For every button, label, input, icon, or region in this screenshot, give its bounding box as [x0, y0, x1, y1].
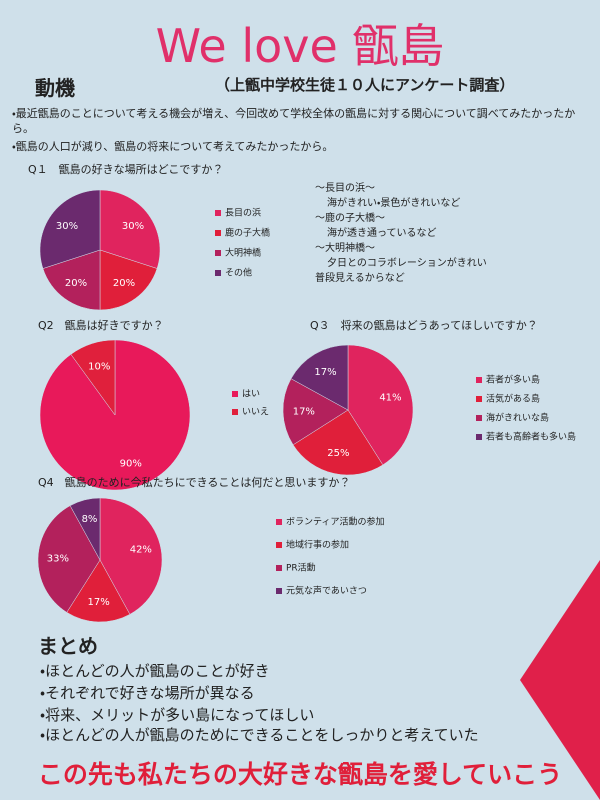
slice-label: 41% — [379, 393, 401, 404]
chart-note: 海がきれい・景色がきれいなど — [327, 196, 460, 209]
summary-bullet: ・ほとんどの人が甑島のことが好き — [40, 662, 270, 680]
motive-heading: 動機 — [35, 76, 75, 100]
legend-swatch — [276, 519, 282, 525]
pie-slice — [66, 559, 131, 623]
chart-note: 夕日とのコラボレーションがきれい — [327, 256, 487, 269]
pie-slice — [99, 189, 161, 269]
legend-label: 元気な声であいさつ — [286, 585, 367, 597]
slice-label: 17% — [293, 406, 315, 417]
legend-swatch — [215, 250, 221, 256]
slice-label: 10% — [88, 361, 110, 372]
chart-title: Q4 甑島のために今私たちにできることは何だと思いますか？ — [38, 475, 350, 489]
pie-slice — [42, 249, 101, 311]
pie-slice — [69, 497, 101, 561]
pie-slice — [282, 378, 349, 446]
summary-bullet: ・それぞれで好きな場所が異なる — [40, 684, 255, 702]
decor-triangle — [520, 560, 600, 800]
slice-label: 90% — [120, 459, 142, 470]
legend-swatch — [215, 210, 221, 216]
legend-label: 若者も高齢者も多い島 — [486, 431, 576, 443]
pie-slice — [37, 505, 101, 613]
legend-label: 海がきれいな島 — [486, 412, 549, 424]
legend-swatch — [232, 409, 238, 415]
legend-label: 若者が多い島 — [486, 374, 540, 386]
legend-swatch — [215, 230, 221, 236]
legend-swatch — [215, 270, 221, 276]
slice-label: 20% — [65, 278, 87, 289]
slice-label: 8% — [82, 514, 98, 525]
closing: この先も私たちの大好きな甑島を愛していこう — [37, 760, 563, 789]
legend-label: ボランティア活動の参加 — [286, 516, 384, 528]
legend-swatch — [276, 588, 282, 594]
legend-label: 地域行事の参加 — [286, 539, 349, 551]
legend-swatch — [476, 396, 482, 402]
legend-swatch — [276, 565, 282, 571]
pie-slice — [290, 344, 349, 411]
slice-label: 30% — [122, 221, 144, 232]
pie-slice — [70, 339, 116, 416]
chart-title: Q2 甑島は好きですか？ — [38, 318, 164, 332]
chart-note: 普段見えるからなど — [315, 271, 405, 284]
pie-slice — [347, 344, 414, 466]
pie-slice — [99, 497, 163, 615]
legend-label: 大明神橋 — [225, 247, 261, 259]
legend-label: 長目の浜 — [225, 208, 261, 219]
legend-swatch — [476, 415, 482, 421]
motive-note: （上甑中学校生徒１０人にアンケート調査） — [215, 76, 515, 94]
slice-label: 20% — [113, 278, 135, 289]
legend-swatch — [232, 391, 238, 397]
pie-slice — [99, 249, 158, 311]
summary-heading: まとめ — [38, 634, 98, 658]
chart-title: Q１ 甑島の好きな場所はどこですか？ — [28, 162, 223, 176]
summary-bullet: ・ほとんどの人が甑島のためにできることをしっかりと考えていた — [40, 726, 479, 744]
slice-label: 42% — [130, 545, 152, 556]
chart-note: ～大明神橋～ — [315, 241, 375, 254]
slice-label: 17% — [314, 367, 336, 378]
summary-bullet: ・将来、メリットが多い島になってほしい — [40, 706, 315, 724]
title: We love 甑島 — [155, 19, 445, 73]
legend-label: 鹿の子大橋 — [225, 227, 270, 239]
legend-label: その他 — [225, 267, 252, 279]
chart-note: ～鹿の子大橋～ — [315, 211, 385, 224]
chart-note: ～長目の浜～ — [315, 182, 375, 194]
legend-label: はい — [242, 389, 260, 400]
slice-label: 25% — [327, 448, 349, 459]
legend-label: 活気がある島 — [486, 393, 540, 405]
motive-bullet: ・最近甑島のことについて考える機会が増え、今回改めて学校全体の甑島に対する関心に… — [12, 107, 576, 135]
legend-swatch — [476, 434, 482, 440]
motive-bullet: ・甑島の人口が減り、甑島の将来について考えてみたかったから。 — [12, 140, 334, 153]
chart-title: Q３ 将来の甑島はどうあってほしいですか？ — [310, 318, 538, 332]
pie-slice — [39, 189, 101, 269]
pie-slice — [292, 409, 384, 476]
legend-swatch — [476, 377, 482, 383]
legend-label: PR活動 — [286, 562, 316, 574]
chart-note: 海が透き通っているなど — [327, 226, 437, 239]
legend-swatch — [276, 542, 282, 548]
slice-label: 30% — [56, 221, 78, 232]
slice-label: 17% — [88, 597, 110, 608]
legend-label: いいえ — [242, 407, 269, 418]
slice-label: 33% — [47, 554, 69, 565]
